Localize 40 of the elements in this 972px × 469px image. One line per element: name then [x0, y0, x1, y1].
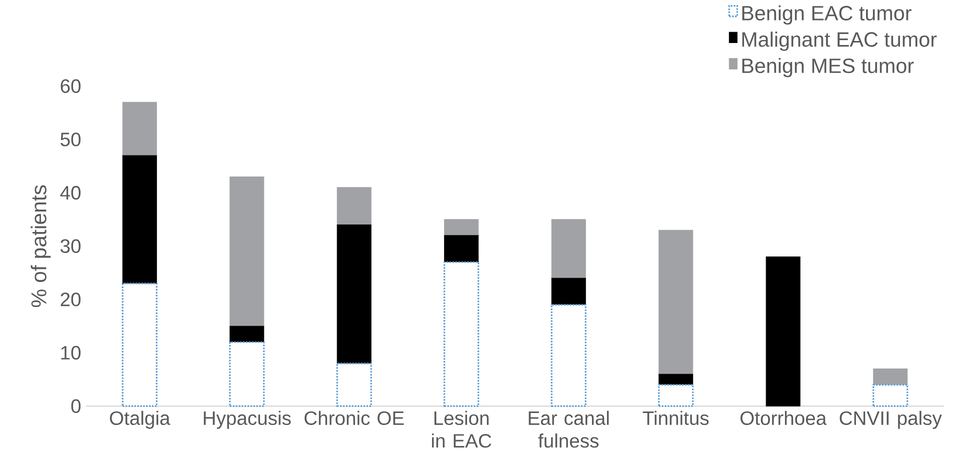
bar	[229, 341, 265, 407]
x-tick-label: Lesion in EAC	[432, 410, 492, 448]
x-tick-label: CNVII palsy	[840, 410, 942, 429]
bar	[444, 235, 479, 262]
y-tick-label: 50	[60, 132, 81, 146]
bar	[230, 326, 264, 342]
x-tick-label: Otorrhoea	[740, 410, 827, 425]
x-tick-label: Otalgia	[110, 410, 170, 429]
bar	[872, 384, 908, 407]
bar	[230, 176, 264, 326]
legend-label: Benign MES tumor	[742, 58, 914, 78]
x-tick-label: Tinnitus	[642, 410, 709, 425]
y-tick-label: 30	[60, 239, 81, 253]
y-tick-label: 40	[60, 186, 81, 200]
bar	[551, 219, 586, 278]
bar	[122, 155, 157, 284]
y-tick-label: 20	[60, 292, 81, 306]
bar	[550, 304, 586, 407]
bar	[766, 256, 800, 406]
legend-label: Malignant EAC tumor	[742, 32, 937, 51]
bar	[336, 362, 372, 407]
x-tick-label: Chronic OE	[304, 410, 404, 425]
bar	[658, 374, 694, 385]
y-tick-label: 10	[61, 346, 81, 360]
bar	[122, 102, 157, 156]
y-axis-title: % of patients	[30, 185, 51, 307]
x-tick-label: Ear canal fulness	[528, 410, 609, 448]
bar	[444, 219, 479, 236]
bar	[444, 261, 480, 407]
bar	[658, 384, 694, 407]
bar	[336, 224, 372, 364]
y-tick-label: 60	[60, 79, 81, 93]
bar	[122, 282, 158, 407]
x-tick-label: Hypacusis	[204, 410, 291, 429]
y-tick-label: 0	[71, 399, 81, 413]
bar	[336, 187, 372, 226]
bar	[873, 368, 908, 385]
legend-label: Benign EAC tumor	[742, 5, 912, 25]
bar	[658, 230, 694, 374]
bar	[551, 278, 586, 305]
